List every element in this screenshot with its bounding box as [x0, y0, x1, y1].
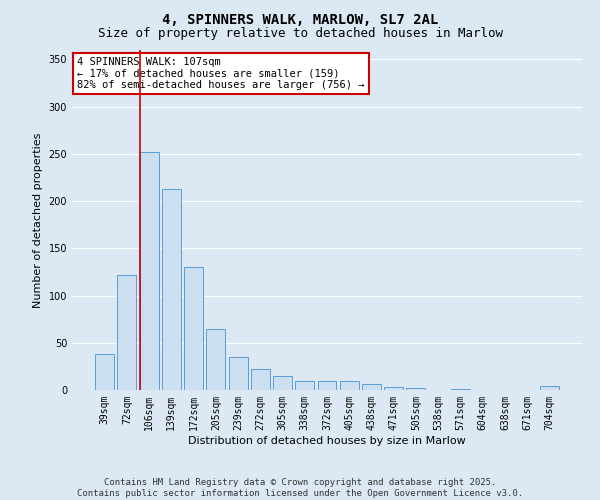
- Bar: [251, 369, 270, 390]
- Bar: [118, 275, 136, 390]
- Text: Size of property relative to detached houses in Marlow: Size of property relative to detached ho…: [97, 28, 503, 40]
- Bar: [317, 380, 337, 390]
- Text: 4, SPINNERS WALK, MARLOW, SL7 2AL: 4, SPINNERS WALK, MARLOW, SL7 2AL: [162, 12, 438, 26]
- Bar: [184, 267, 203, 390]
- Y-axis label: Number of detached properties: Number of detached properties: [33, 132, 43, 308]
- Bar: [340, 380, 359, 390]
- Bar: [295, 380, 314, 390]
- Bar: [229, 357, 248, 390]
- Bar: [206, 328, 225, 390]
- Bar: [273, 376, 292, 390]
- Text: Contains HM Land Registry data © Crown copyright and database right 2025.
Contai: Contains HM Land Registry data © Crown c…: [77, 478, 523, 498]
- Bar: [451, 389, 470, 390]
- Bar: [162, 189, 181, 390]
- Bar: [362, 384, 381, 390]
- Bar: [406, 388, 425, 390]
- Text: 4 SPINNERS WALK: 107sqm
← 17% of detached houses are smaller (159)
82% of semi-d: 4 SPINNERS WALK: 107sqm ← 17% of detache…: [77, 57, 365, 90]
- Bar: [540, 386, 559, 390]
- Bar: [384, 387, 403, 390]
- Bar: [140, 152, 158, 390]
- Bar: [95, 354, 114, 390]
- X-axis label: Distribution of detached houses by size in Marlow: Distribution of detached houses by size …: [188, 436, 466, 446]
